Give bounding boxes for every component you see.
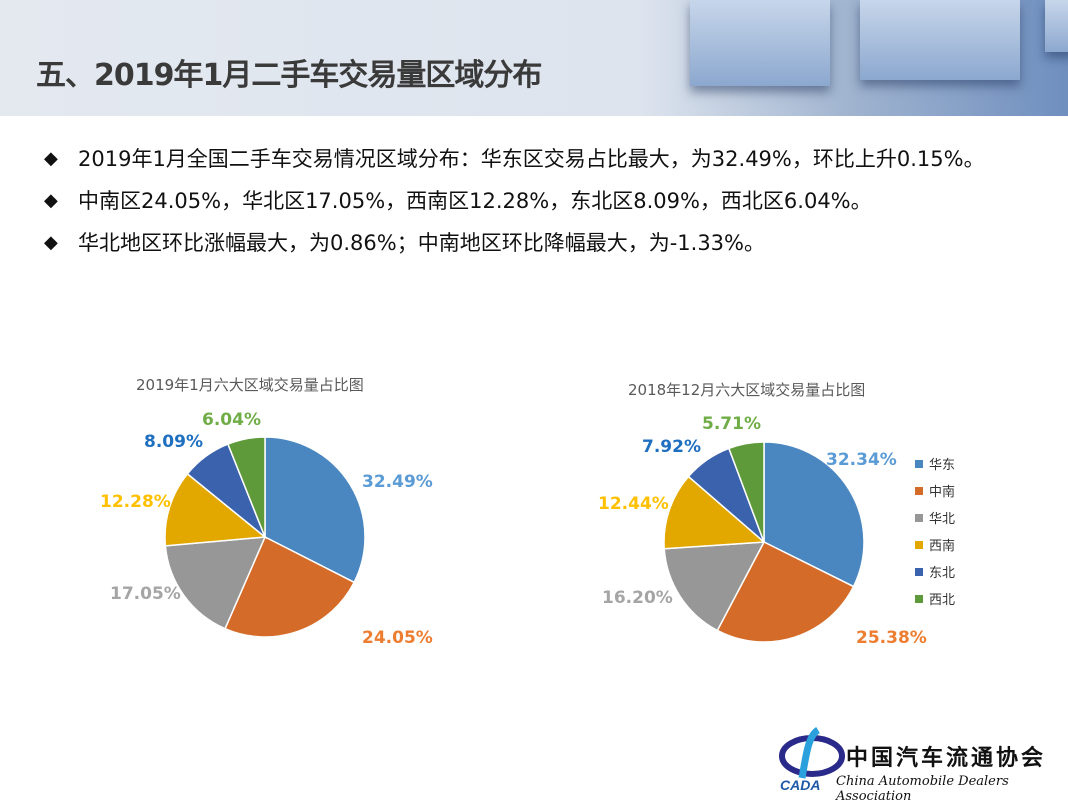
legend-swatch	[915, 486, 923, 495]
decor-cube	[860, 0, 1020, 80]
decor-cube	[690, 0, 830, 86]
pie-slice-西北	[727, 441, 765, 543]
pie-slice-华北	[663, 541, 766, 632]
diamond-icon: ◆	[44, 232, 58, 253]
legend-item: 西南	[915, 531, 955, 558]
data-label: 24.05%	[362, 628, 433, 648]
data-label: 7.92%	[642, 437, 701, 457]
legend-swatch	[915, 459, 923, 468]
legend-swatch	[915, 567, 923, 576]
data-label: 17.05%	[110, 584, 181, 604]
pie-slice-中南	[224, 535, 356, 638]
data-label: 12.28%	[100, 492, 171, 512]
legend-swatch	[915, 513, 923, 522]
data-label: 25.38%	[856, 628, 927, 648]
bullet-item: ◆ 中南区24.05%，华北区17.05%，西南区12.28%，东北区8.09%，…	[44, 184, 1024, 218]
data-label: 12.44%	[598, 494, 669, 514]
header-banner: 五、2019年1月二手车交易量区域分布	[0, 0, 1068, 116]
legend-swatch	[915, 594, 923, 603]
legend-swatch	[915, 540, 923, 549]
pie-slice-华东	[763, 441, 865, 588]
decor-cube	[1045, 0, 1068, 52]
cada-logo: CADA	[779, 727, 845, 792]
chart2-title: 2018年12月六大区域交易量占比图	[628, 381, 866, 399]
bullet-text: 2019年1月全国二手车交易情况区域分布：华东区交易占比最大，为32.49%，环…	[78, 147, 985, 171]
pie-slice-西北	[226, 436, 266, 538]
legend-item: 中南	[915, 477, 955, 504]
logo-chinese-name: 中国汽车流通协会	[846, 745, 1047, 771]
bullet-text: 中南区24.05%，华北区17.05%，西南区12.28%，东北区8.09%，西…	[78, 189, 872, 213]
page-title: 五、2019年1月二手车交易量区域分布	[36, 58, 542, 93]
data-label: 5.71%	[702, 414, 761, 434]
data-label: 32.49%	[362, 472, 433, 492]
bullet-text: 华北地区环比涨幅最大，为0.86%；中南地区环比降幅最大，为-1.33%。	[78, 231, 765, 255]
data-label: 6.04%	[202, 410, 261, 430]
legend-item: 西北	[915, 585, 955, 612]
diamond-icon: ◆	[44, 190, 58, 211]
legend-item: 华北	[915, 504, 955, 531]
data-label: 16.20%	[602, 588, 673, 608]
pie-slice-西南	[663, 475, 766, 550]
bullet-list: ◆ 2019年1月全国二手车交易情况区域分布：华东区交易占比最大，为32.49%，…	[44, 142, 1024, 268]
svg-text:CADA: CADA	[780, 777, 820, 792]
pie-slice-西南	[164, 472, 267, 547]
pie-slice-华东	[264, 436, 366, 584]
diamond-icon: ◆	[44, 148, 58, 169]
chart1-title: 2019年1月六大区域交易量占比图	[136, 376, 364, 394]
legend-item: 华东	[915, 450, 955, 477]
legend-item: 东北	[915, 558, 955, 585]
pie-slice-华北	[164, 536, 267, 630]
bullet-item: ◆ 华北地区环比涨幅最大，为0.86%；中南地区环比降幅最大，为-1.33%。	[44, 226, 1024, 260]
chart2-legend: 华东 中南 华北 西南 东北 西北	[915, 450, 955, 612]
data-label: 32.34%	[826, 450, 897, 470]
bullet-item: ◆ 2019年1月全国二手车交易情况区域分布：华东区交易占比最大，为32.49%，…	[44, 142, 1024, 176]
data-label: 8.09%	[144, 432, 203, 452]
